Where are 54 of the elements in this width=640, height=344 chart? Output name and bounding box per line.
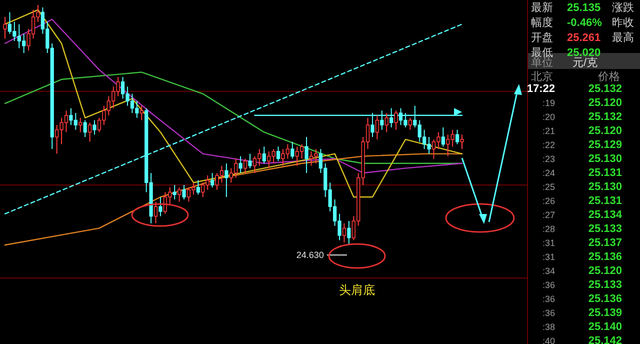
text: 幅度 [531,16,553,29]
text: :21 [542,126,555,136]
text: 25.131 [588,167,622,179]
text: 25.131 [588,195,622,207]
text: 25.142 [588,335,622,344]
text: :36 [542,308,555,318]
text: :20 [542,112,555,122]
text: :31 [542,252,555,262]
text: 24.630 [296,250,324,260]
text: 25.261 [567,32,601,44]
text: 单位 [531,56,553,69]
text: 25.132 [588,83,622,95]
text: :22 [542,140,555,150]
text: 最新 [531,1,553,14]
text: 25.133 [588,279,622,291]
text: 25.134 [588,209,623,221]
text: 17:22 [526,83,555,95]
text: 25.136 [588,293,622,305]
text: :19 [542,98,555,108]
text: 25.132 [588,111,622,123]
text: :23 [542,154,555,164]
text: 25.120 [588,265,622,277]
text: 25.130 [588,181,622,193]
text: :38 [542,322,555,332]
text: 25.133 [588,223,622,235]
text: 25.120 [588,125,622,137]
text: :24 [542,168,555,178]
text: 25.120 [588,97,622,109]
text: 昨收 [612,17,634,29]
text: 北京 [531,70,553,83]
text: :27 [542,210,555,220]
text: 25.139 [588,307,622,319]
text: :28 [542,224,555,234]
text: -0.46% [567,17,602,29]
text: 25.137 [588,237,622,249]
text: 25.140 [588,321,622,333]
text: :34 [542,266,555,276]
text: :31 [542,238,555,248]
text: 头肩底 [339,283,375,297]
text: :25 [542,182,555,192]
text: 价格 [597,71,620,83]
text: 25.129 [588,139,622,151]
text: 25.135 [567,2,601,14]
text: 25.130 [588,153,622,165]
text: :40 [542,336,555,344]
text: :36 [542,294,555,304]
text: 涨跌 [612,2,634,14]
text: 最低 [531,47,553,59]
text: 25.136 [588,251,622,263]
text: 元/克 [572,56,598,69]
text: 最高 [612,31,634,44]
text: :26 [542,196,555,206]
text: :36 [542,280,555,290]
text: 开盘 [531,32,553,44]
